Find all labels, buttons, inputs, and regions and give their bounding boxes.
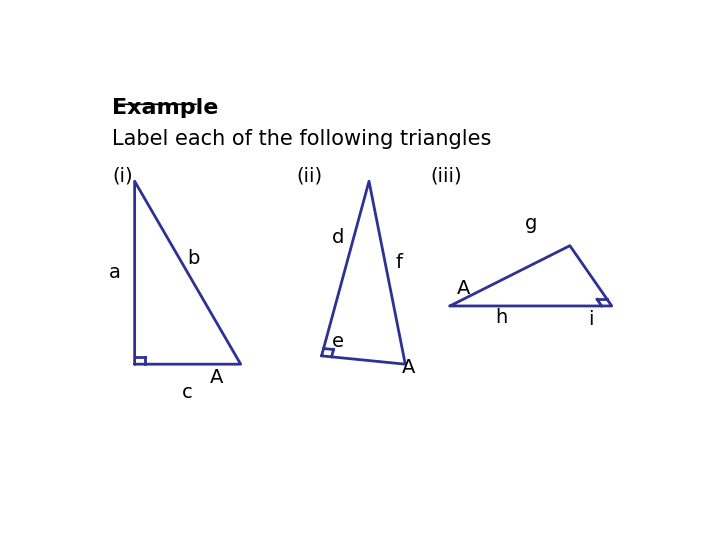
Text: d: d <box>331 228 344 247</box>
Text: i: i <box>588 310 594 329</box>
Text: (i): (i) <box>112 167 133 186</box>
Text: h: h <box>495 308 508 327</box>
Text: (iii): (iii) <box>431 167 462 186</box>
Text: a: a <box>109 263 121 282</box>
Text: b: b <box>187 248 199 268</box>
Text: Example: Example <box>112 98 219 118</box>
Text: e: e <box>332 332 344 351</box>
Text: c: c <box>182 383 193 402</box>
Text: A: A <box>457 280 471 299</box>
Text: f: f <box>396 253 402 272</box>
Text: (ii): (ii) <box>297 167 323 186</box>
Text: g: g <box>525 214 537 233</box>
Text: A: A <box>210 368 223 387</box>
Text: A: A <box>401 358 415 377</box>
Text: Label each of the following triangles: Label each of the following triangles <box>112 129 492 149</box>
